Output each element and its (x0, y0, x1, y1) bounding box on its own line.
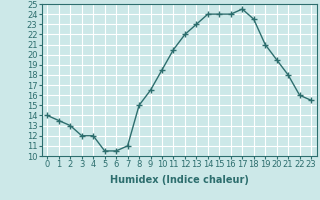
X-axis label: Humidex (Indice chaleur): Humidex (Indice chaleur) (110, 175, 249, 185)
